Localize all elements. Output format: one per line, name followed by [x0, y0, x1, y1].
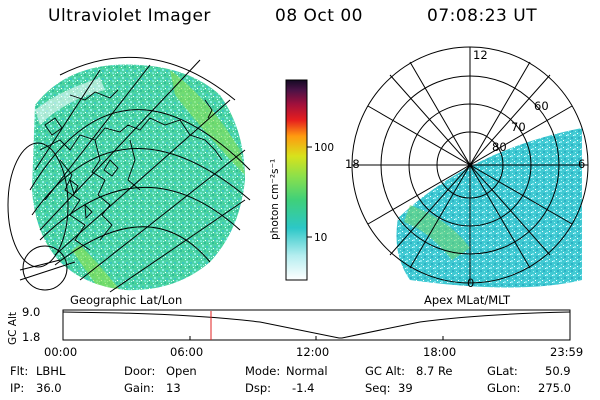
lat-lon-grid — [7, 56, 251, 293]
colorbar-tick-label-10: 10 — [314, 232, 327, 244]
dsp-value: -1.4 — [292, 381, 315, 395]
glat-value: 50.9 — [545, 364, 571, 378]
left-panel-caption: Geographic Lat/Lon — [70, 293, 182, 307]
dsp-label: Dsp: — [245, 381, 272, 395]
mlt-label-0: 0 — [467, 276, 474, 290]
altitude-plot: 9.0 1.8 GC Alt 00:00 06:00 12:00 18:00 2… — [7, 305, 583, 359]
altitude-plot-frame — [62, 309, 571, 341]
altitude-axis-label: GC Alt — [7, 312, 19, 345]
color-scale — [285, 79, 308, 281]
app-title: Ultraviolet Imager — [48, 6, 211, 26]
x-tick-label-0000: 00:00 — [44, 345, 77, 359]
polar-plot: 12 18 6 0 60 70 80 — [345, 46, 589, 290]
x-tick-label-1200: 12:00 — [296, 345, 329, 359]
ip-value: 36.0 — [36, 381, 62, 395]
ip-label: IP: — [10, 381, 25, 395]
x-tick-label-0600: 06:00 — [170, 345, 203, 359]
filter-value: LBHL — [36, 364, 66, 378]
gain-label: Gain: — [124, 381, 155, 395]
gcalt-value: 8.7 Re — [416, 364, 453, 378]
color-bar: 100 10 photon cm⁻²s⁻¹ — [269, 79, 334, 281]
glon-value: 275.0 — [538, 381, 571, 395]
mode-label: Mode: — [245, 364, 281, 378]
door-value: Open — [166, 364, 197, 378]
auroral-emission-area — [32, 64, 245, 291]
filter-label: Flt: — [10, 364, 29, 378]
y-tick-label-top: 9.0 — [22, 305, 40, 319]
mlt-label-18: 18 — [345, 157, 360, 171]
seq-value: 39 — [398, 381, 413, 395]
observation-date: 08 Oct 00 — [275, 6, 363, 26]
gcalt-label: GC Alt: — [365, 364, 406, 378]
mlt-label-6: 6 — [578, 157, 585, 171]
mode-value: Normal — [286, 364, 328, 378]
colorbar-unit-label: photon cm⁻²s⁻¹ — [269, 159, 281, 240]
colorbar-tick-label-100: 100 — [314, 142, 334, 154]
y-tick-label-bottom: 1.8 — [22, 330, 40, 344]
gain-value: 13 — [166, 381, 181, 395]
seq-label: Seq: — [365, 381, 391, 395]
glon-label: GLon: — [487, 381, 521, 395]
right-panel-caption: Apex MLat/MLT — [424, 293, 511, 307]
polar-grid — [351, 46, 589, 284]
mlat-label-60: 60 — [534, 99, 549, 113]
x-tick-label-2359: 23:59 — [550, 345, 583, 359]
mlt-label-12: 12 — [473, 48, 488, 62]
geographic-map — [7, 56, 251, 293]
door-label: Door: — [124, 364, 156, 378]
x-tick-label-1800: 18:00 — [423, 345, 456, 359]
mlat-label-80: 80 — [492, 140, 507, 154]
mlat-label-70: 70 — [511, 120, 526, 134]
coastlines — [39, 89, 223, 251]
polar-emission-area — [396, 128, 582, 288]
altitude-curve — [62, 311, 571, 339]
glat-label: GLat: — [487, 364, 518, 378]
observation-time: 07:08:23 UT — [427, 6, 538, 26]
